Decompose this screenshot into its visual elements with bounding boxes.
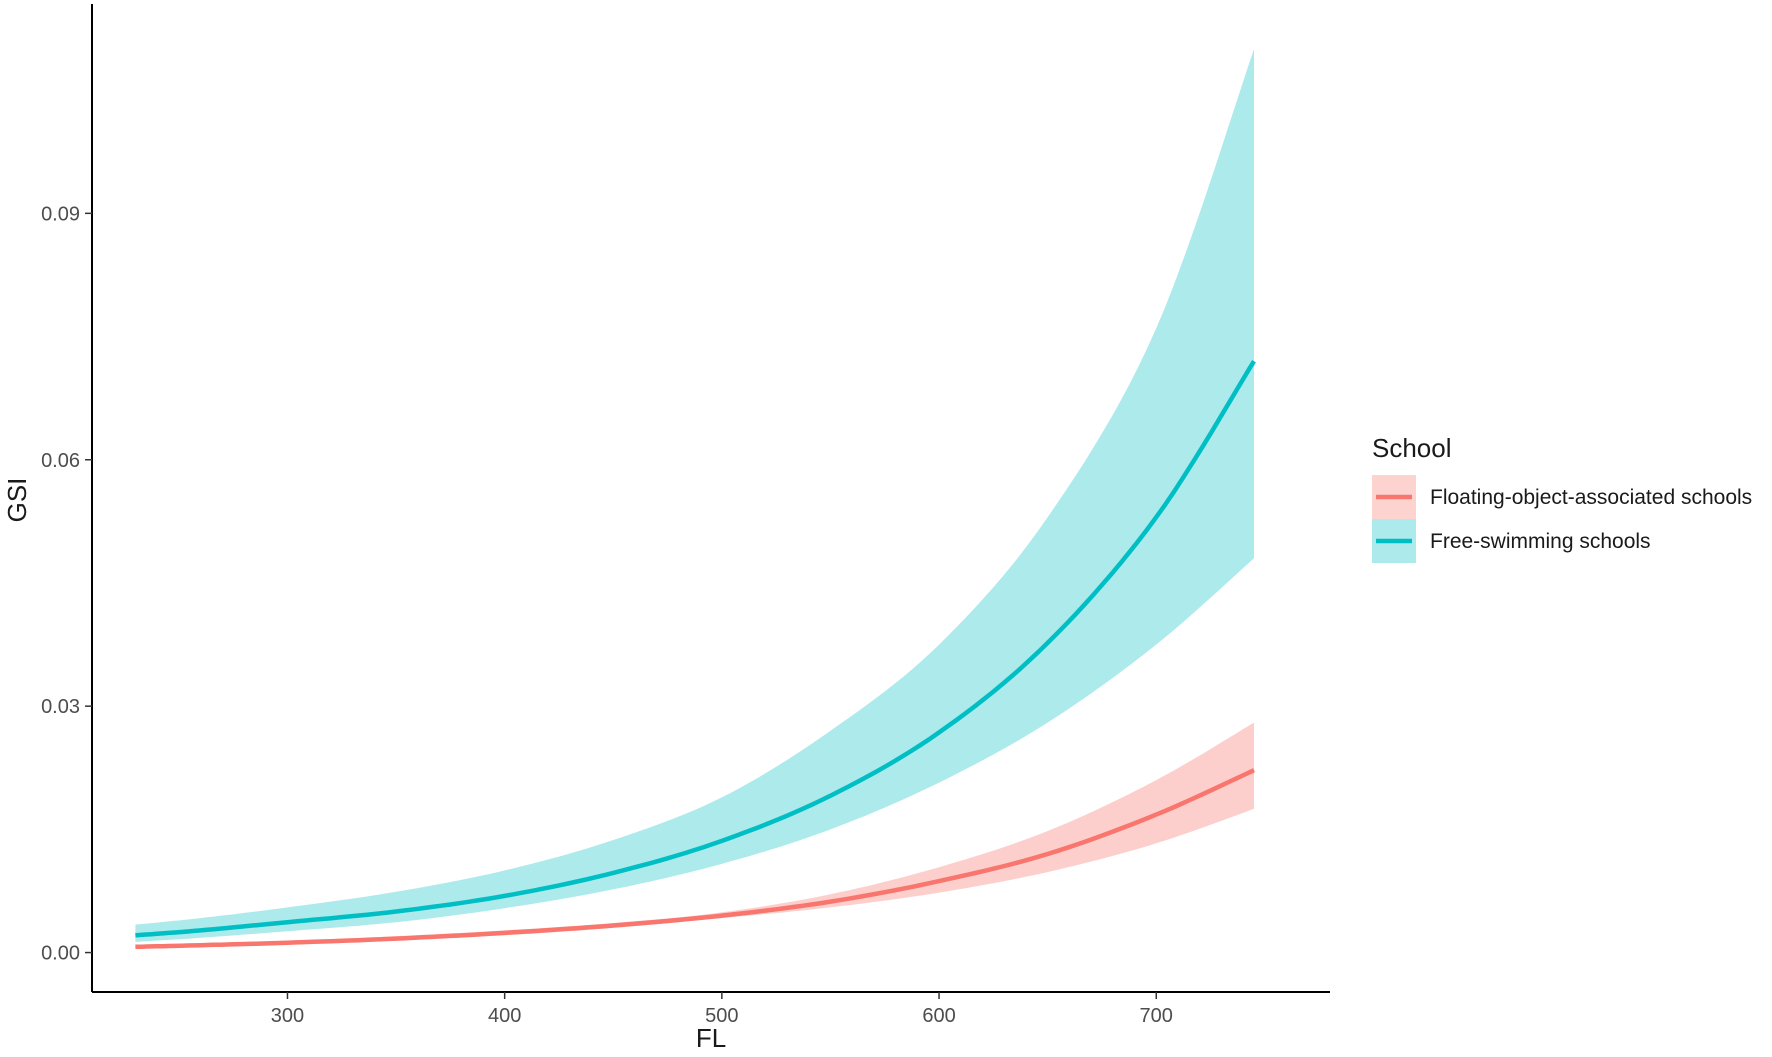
x-tick-label: 700	[1140, 1005, 1173, 1027]
x-axis-ticks: 300 400 500 600 700	[271, 992, 1173, 1027]
confidence-bands	[135, 49, 1254, 949]
legend-label: Free-swimming schools	[1430, 530, 1651, 553]
series-lines	[135, 360, 1256, 950]
legend-title: School	[1372, 433, 1452, 463]
x-tick-label: 600	[922, 1005, 955, 1027]
y-tick-label: 0.03	[41, 696, 80, 718]
x-tick-label: 300	[271, 1005, 304, 1027]
x-tick-label: 400	[488, 1005, 521, 1027]
series-line-floating-object	[135, 768, 1255, 950]
y-tick-label: 0.09	[41, 203, 80, 225]
y-tick-label: 0.00	[41, 943, 80, 965]
legend-label: Floating-object-associated schools	[1430, 486, 1752, 509]
y-tick-label: 0.06	[41, 450, 80, 472]
series-line-free-swimming	[135, 360, 1256, 938]
legend: School Floating-object-associated school…	[1372, 433, 1752, 563]
plot-area	[135, 49, 1256, 950]
confidence-band-free-swimming	[135, 49, 1254, 942]
y-axis-ticks: 0.00 0.03 0.06 0.09	[41, 203, 92, 965]
legend-items: Floating-object-associated schools Free-s…	[1372, 475, 1752, 563]
x-axis-title: FL	[696, 1023, 726, 1053]
x-tick-label: 500	[705, 1005, 738, 1027]
y-axis-title: GSI	[2, 478, 32, 523]
